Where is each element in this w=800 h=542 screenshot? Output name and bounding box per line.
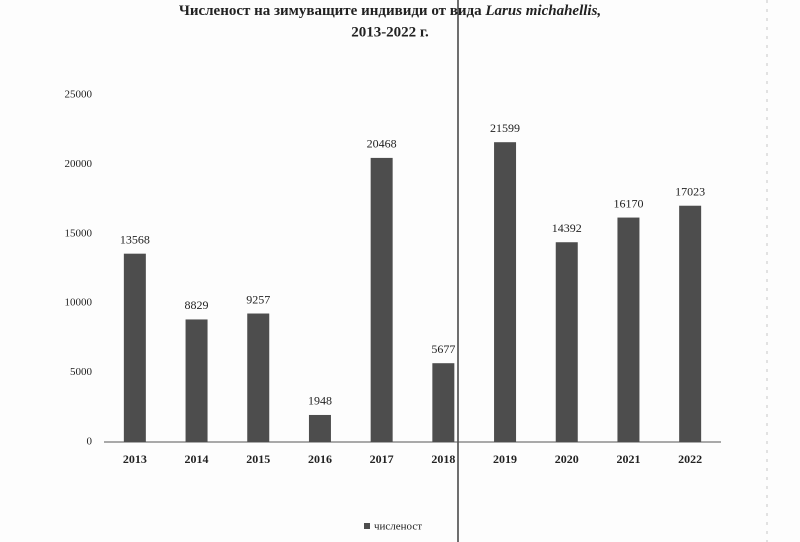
bar bbox=[308, 414, 331, 442]
bar bbox=[555, 242, 578, 442]
value-label: 5677 bbox=[431, 342, 455, 356]
bar bbox=[185, 319, 208, 442]
bar bbox=[617, 217, 640, 442]
value-label: 16170 bbox=[613, 196, 643, 210]
bar bbox=[494, 142, 517, 443]
y-tick-label: 20000 bbox=[65, 158, 93, 170]
x-tick-label: 2022 bbox=[678, 452, 702, 466]
x-tick-label: 2019 bbox=[493, 452, 517, 466]
value-label: 21599 bbox=[490, 121, 520, 135]
y-tick-label: 10000 bbox=[65, 297, 93, 309]
y-tick-label: 25000 bbox=[65, 89, 93, 101]
y-tick-label: 0 bbox=[87, 436, 93, 448]
y-tick-label: 15000 bbox=[65, 227, 93, 239]
bar bbox=[679, 205, 702, 442]
value-label: 20468 bbox=[367, 137, 397, 151]
value-label: 14392 bbox=[552, 221, 582, 235]
x-tick-label: 2017 bbox=[370, 452, 394, 466]
x-tick-label: 2016 bbox=[308, 452, 332, 466]
bar bbox=[247, 313, 270, 442]
x-tick-label: 2013 bbox=[123, 452, 147, 466]
value-label: 1948 bbox=[308, 394, 332, 408]
value-label: 9257 bbox=[246, 292, 270, 306]
value-label: 8829 bbox=[185, 298, 209, 312]
bar bbox=[123, 253, 146, 442]
x-tick-label: 2018 bbox=[431, 452, 455, 466]
bar bbox=[370, 157, 393, 442]
chart-title: Численост на зимуващите индивиди от вида… bbox=[179, 3, 601, 19]
legend-label: численост bbox=[374, 521, 422, 533]
chart-subtitle: 2013-2022 г. bbox=[351, 24, 429, 40]
title-species: Larus michahellis, bbox=[484, 3, 601, 19]
value-label: 13568 bbox=[120, 232, 150, 246]
value-label: 17023 bbox=[675, 184, 705, 198]
x-tick-label: 2015 bbox=[246, 452, 270, 466]
title-text: Численост на зимуващите индивиди от вида bbox=[179, 3, 482, 19]
bar bbox=[432, 363, 455, 442]
x-tick-label: 2014 bbox=[185, 452, 209, 466]
legend-swatch bbox=[364, 523, 370, 529]
x-tick-label: 2021 bbox=[616, 452, 640, 466]
x-tick-label: 2020 bbox=[555, 452, 579, 466]
y-tick-label: 5000 bbox=[70, 366, 93, 378]
